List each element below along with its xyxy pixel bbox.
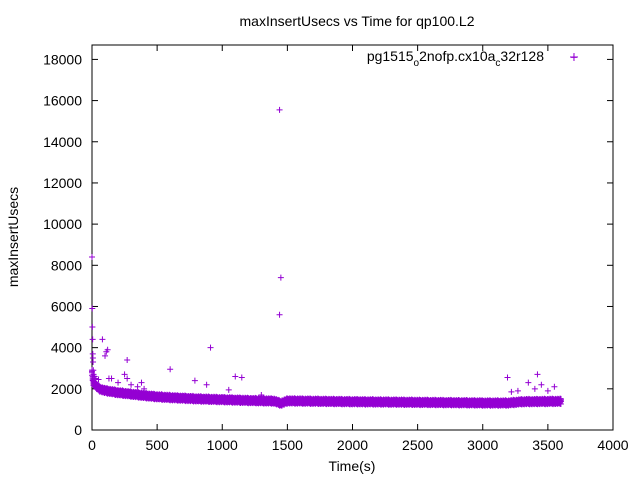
data-point-outlier (108, 375, 115, 382)
data-points (89, 54, 577, 409)
data-point-outlier (121, 371, 128, 378)
data-point-outlier (89, 254, 95, 261)
data-point-outlier (89, 336, 96, 343)
x-tick-label: 1500 (272, 437, 303, 453)
data-point-outlier (551, 383, 558, 390)
y-tick-label: 14000 (43, 134, 82, 150)
x-tick-label: 500 (145, 437, 169, 453)
x-tick-label: 2000 (337, 437, 368, 453)
data-point-outlier (238, 374, 245, 381)
y-axis: 0 2000 4000 6000 8000 10000 12000 14000 16000 180… (43, 51, 613, 438)
legend-text-part: 2nofp.cx10a (419, 48, 495, 64)
data-point-outlier (531, 385, 538, 392)
legend: pg1515o2nofp.cx10ac32r128 (367, 48, 578, 69)
y-tick-label: 4000 (51, 340, 82, 356)
legend-text-part: o (414, 58, 420, 69)
data-point-outlier (538, 381, 545, 388)
data-point-outlier (277, 274, 284, 281)
x-axis-label: Time(s) (329, 458, 376, 474)
data-point-outlier (134, 383, 141, 390)
y-tick-label: 12000 (43, 175, 82, 191)
y-tick-label: 0 (74, 422, 82, 438)
y-tick-label: 16000 (43, 93, 82, 109)
legend-text-part: 32r128 (500, 48, 544, 64)
x-tick-label: 4000 (597, 437, 628, 453)
data-point-outlier (124, 357, 131, 363)
data-point-outlier (203, 381, 210, 388)
y-tick-label: 2000 (51, 381, 82, 397)
data-point-outlier (89, 305, 96, 312)
data-point-outlier (90, 359, 97, 366)
data-point-outlier (534, 371, 541, 378)
x-tick-label: 1000 (207, 437, 238, 453)
data-point-outlier (544, 387, 551, 394)
data-point-outlier (89, 324, 96, 331)
data-point-outlier (128, 381, 135, 388)
data-point-outlier (514, 387, 521, 394)
data-point-outlier (258, 392, 265, 398)
x-tick-label: 3000 (467, 437, 498, 453)
y-tick-label: 10000 (43, 216, 82, 232)
data-point-outlier (92, 375, 99, 382)
data-point-outlier (525, 379, 532, 386)
chart-title: maxInsertUsecs vs Time for qp100.L2 (240, 13, 475, 29)
data-point-outlier (141, 385, 148, 392)
legend-plus-icon (570, 53, 578, 61)
data-point-outlier (191, 377, 198, 384)
data-point-outlier (207, 344, 214, 351)
x-tick-label: 2500 (402, 437, 433, 453)
data-point-outlier (557, 396, 564, 403)
data-point-outlier (508, 388, 515, 395)
y-tick-label: 8000 (51, 257, 82, 273)
x-tick-label: 0 (88, 437, 96, 453)
legend-text-part: c (495, 58, 500, 69)
data-point-outlier (99, 336, 106, 343)
data-point-outlier (102, 352, 109, 359)
x-axis: 0 500 1000 1500 2000 2500 3000 3500 4000 (88, 45, 629, 453)
legend-marker (570, 53, 578, 61)
y-tick-label: 18000 (43, 51, 82, 67)
data-point-outlier (276, 106, 283, 113)
x-tick-label: 3500 (532, 437, 563, 453)
data-point-outlier (232, 373, 239, 380)
y-tick-label: 6000 (51, 298, 82, 314)
data-point-outlier (167, 366, 174, 373)
legend-text-part: pg1515 (367, 48, 414, 64)
data-point-outlier (225, 386, 232, 393)
data-point-outlier (276, 311, 283, 318)
data-point-outlier (124, 375, 131, 382)
data-point-outlier (95, 376, 102, 383)
data-point-outlier (115, 379, 122, 386)
data-point-outlier (104, 346, 111, 353)
legend-label: pg1515o2nofp.cx10ac32r128 (367, 48, 544, 69)
y-axis-label: maxInsertUsecs (5, 187, 21, 287)
data-point-outlier (504, 374, 511, 381)
data-point-outlier (138, 379, 145, 386)
